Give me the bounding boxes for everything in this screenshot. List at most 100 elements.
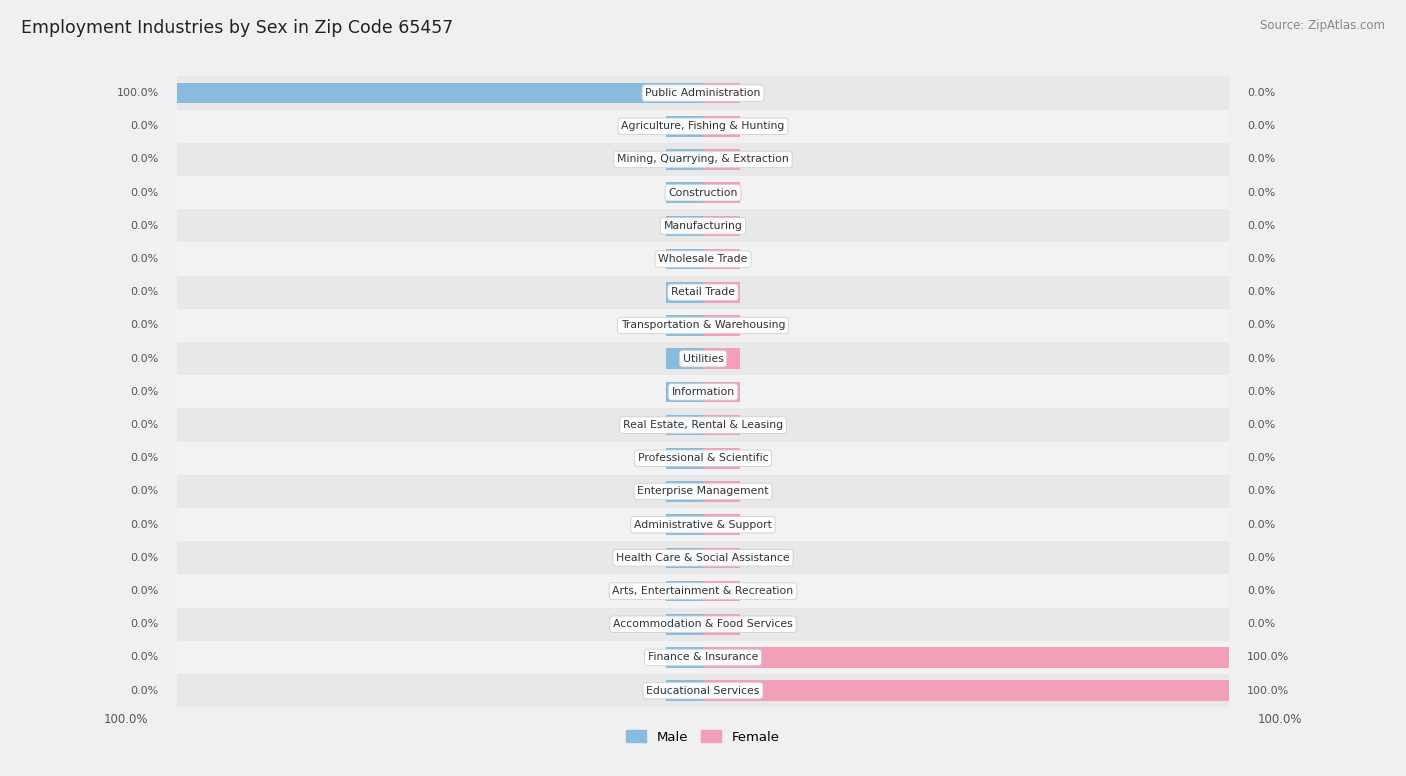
Bar <box>666 681 703 701</box>
Text: Transportation & Warehousing: Transportation & Warehousing <box>621 320 785 331</box>
Text: 0.0%: 0.0% <box>131 387 159 397</box>
Text: 0.0%: 0.0% <box>1247 420 1275 430</box>
Bar <box>666 580 703 601</box>
Text: Employment Industries by Sex in Zip Code 65457: Employment Industries by Sex in Zip Code… <box>21 19 453 37</box>
Bar <box>666 481 703 502</box>
Legend: Male, Female: Male, Female <box>621 726 785 749</box>
Bar <box>703 182 740 203</box>
Bar <box>177 210 1229 242</box>
Bar <box>177 275 1229 309</box>
Text: 0.0%: 0.0% <box>1247 453 1275 463</box>
Bar <box>177 508 1229 542</box>
Text: 100.0%: 100.0% <box>104 713 148 726</box>
Text: 0.0%: 0.0% <box>1247 320 1275 331</box>
Text: Utilities: Utilities <box>682 354 724 364</box>
Text: 0.0%: 0.0% <box>131 254 159 264</box>
Bar <box>666 614 703 635</box>
Text: 0.0%: 0.0% <box>1247 254 1275 264</box>
Text: 0.0%: 0.0% <box>131 453 159 463</box>
Text: Public Administration: Public Administration <box>645 88 761 98</box>
Bar <box>177 674 1229 707</box>
Text: 0.0%: 0.0% <box>131 154 159 165</box>
Text: Wholesale Trade: Wholesale Trade <box>658 254 748 264</box>
Text: 100.0%: 100.0% <box>1247 686 1289 695</box>
Text: Educational Services: Educational Services <box>647 686 759 695</box>
Bar <box>703 514 740 535</box>
Text: 0.0%: 0.0% <box>131 686 159 695</box>
Text: 0.0%: 0.0% <box>131 520 159 530</box>
Text: Construction: Construction <box>668 188 738 198</box>
Bar <box>177 143 1229 176</box>
Text: Arts, Entertainment & Recreation: Arts, Entertainment & Recreation <box>613 586 793 596</box>
Text: Retail Trade: Retail Trade <box>671 287 735 297</box>
Bar <box>666 548 703 568</box>
Text: 0.0%: 0.0% <box>1247 221 1275 231</box>
Text: Health Care & Social Assistance: Health Care & Social Assistance <box>616 553 790 563</box>
Text: Source: ZipAtlas.com: Source: ZipAtlas.com <box>1260 19 1385 33</box>
Text: 0.0%: 0.0% <box>1247 354 1275 364</box>
Text: 100.0%: 100.0% <box>117 88 159 98</box>
Text: 0.0%: 0.0% <box>131 287 159 297</box>
Bar <box>177 83 703 103</box>
Text: 0.0%: 0.0% <box>1247 553 1275 563</box>
Bar <box>703 382 740 402</box>
Text: 0.0%: 0.0% <box>131 320 159 331</box>
Bar <box>177 608 1229 641</box>
Text: 0.0%: 0.0% <box>1247 121 1275 131</box>
Bar <box>177 475 1229 508</box>
Text: 0.0%: 0.0% <box>1247 88 1275 98</box>
Text: 0.0%: 0.0% <box>1247 619 1275 629</box>
Bar <box>703 448 740 469</box>
Bar <box>703 614 740 635</box>
Bar <box>666 315 703 336</box>
Bar <box>177 342 1229 376</box>
Bar <box>703 647 1229 668</box>
Text: Professional & Scientific: Professional & Scientific <box>638 453 768 463</box>
Bar <box>703 548 740 568</box>
Bar <box>666 216 703 236</box>
Text: 0.0%: 0.0% <box>1247 287 1275 297</box>
Bar <box>177 309 1229 342</box>
Text: 0.0%: 0.0% <box>131 487 159 497</box>
Text: Finance & Insurance: Finance & Insurance <box>648 653 758 663</box>
Bar <box>666 514 703 535</box>
Bar <box>666 382 703 402</box>
Bar <box>703 681 1229 701</box>
Text: Real Estate, Rental & Leasing: Real Estate, Rental & Leasing <box>623 420 783 430</box>
Bar <box>703 249 740 269</box>
Bar <box>703 348 740 369</box>
Text: 0.0%: 0.0% <box>131 188 159 198</box>
Bar <box>177 77 1229 109</box>
Bar <box>177 109 1229 143</box>
Bar <box>177 376 1229 408</box>
Bar <box>177 574 1229 608</box>
Text: 0.0%: 0.0% <box>131 221 159 231</box>
Bar <box>703 415 740 435</box>
Bar <box>703 282 740 303</box>
Text: 0.0%: 0.0% <box>1247 387 1275 397</box>
Text: 0.0%: 0.0% <box>131 354 159 364</box>
Text: 0.0%: 0.0% <box>1247 154 1275 165</box>
Text: 0.0%: 0.0% <box>131 553 159 563</box>
Text: 0.0%: 0.0% <box>1247 487 1275 497</box>
Text: 0.0%: 0.0% <box>131 420 159 430</box>
Bar <box>666 182 703 203</box>
Text: 0.0%: 0.0% <box>131 586 159 596</box>
Text: 0.0%: 0.0% <box>1247 520 1275 530</box>
Bar <box>666 249 703 269</box>
Text: 0.0%: 0.0% <box>1247 586 1275 596</box>
Bar <box>703 315 740 336</box>
Bar <box>666 415 703 435</box>
Bar <box>703 216 740 236</box>
Bar <box>177 176 1229 210</box>
Text: Information: Information <box>672 387 734 397</box>
Text: Manufacturing: Manufacturing <box>664 221 742 231</box>
Bar <box>666 448 703 469</box>
Text: 0.0%: 0.0% <box>131 619 159 629</box>
Text: Accommodation & Food Services: Accommodation & Food Services <box>613 619 793 629</box>
Bar <box>177 641 1229 674</box>
Text: 0.0%: 0.0% <box>1247 188 1275 198</box>
Text: 0.0%: 0.0% <box>131 653 159 663</box>
Bar <box>666 116 703 137</box>
Bar <box>177 242 1229 275</box>
